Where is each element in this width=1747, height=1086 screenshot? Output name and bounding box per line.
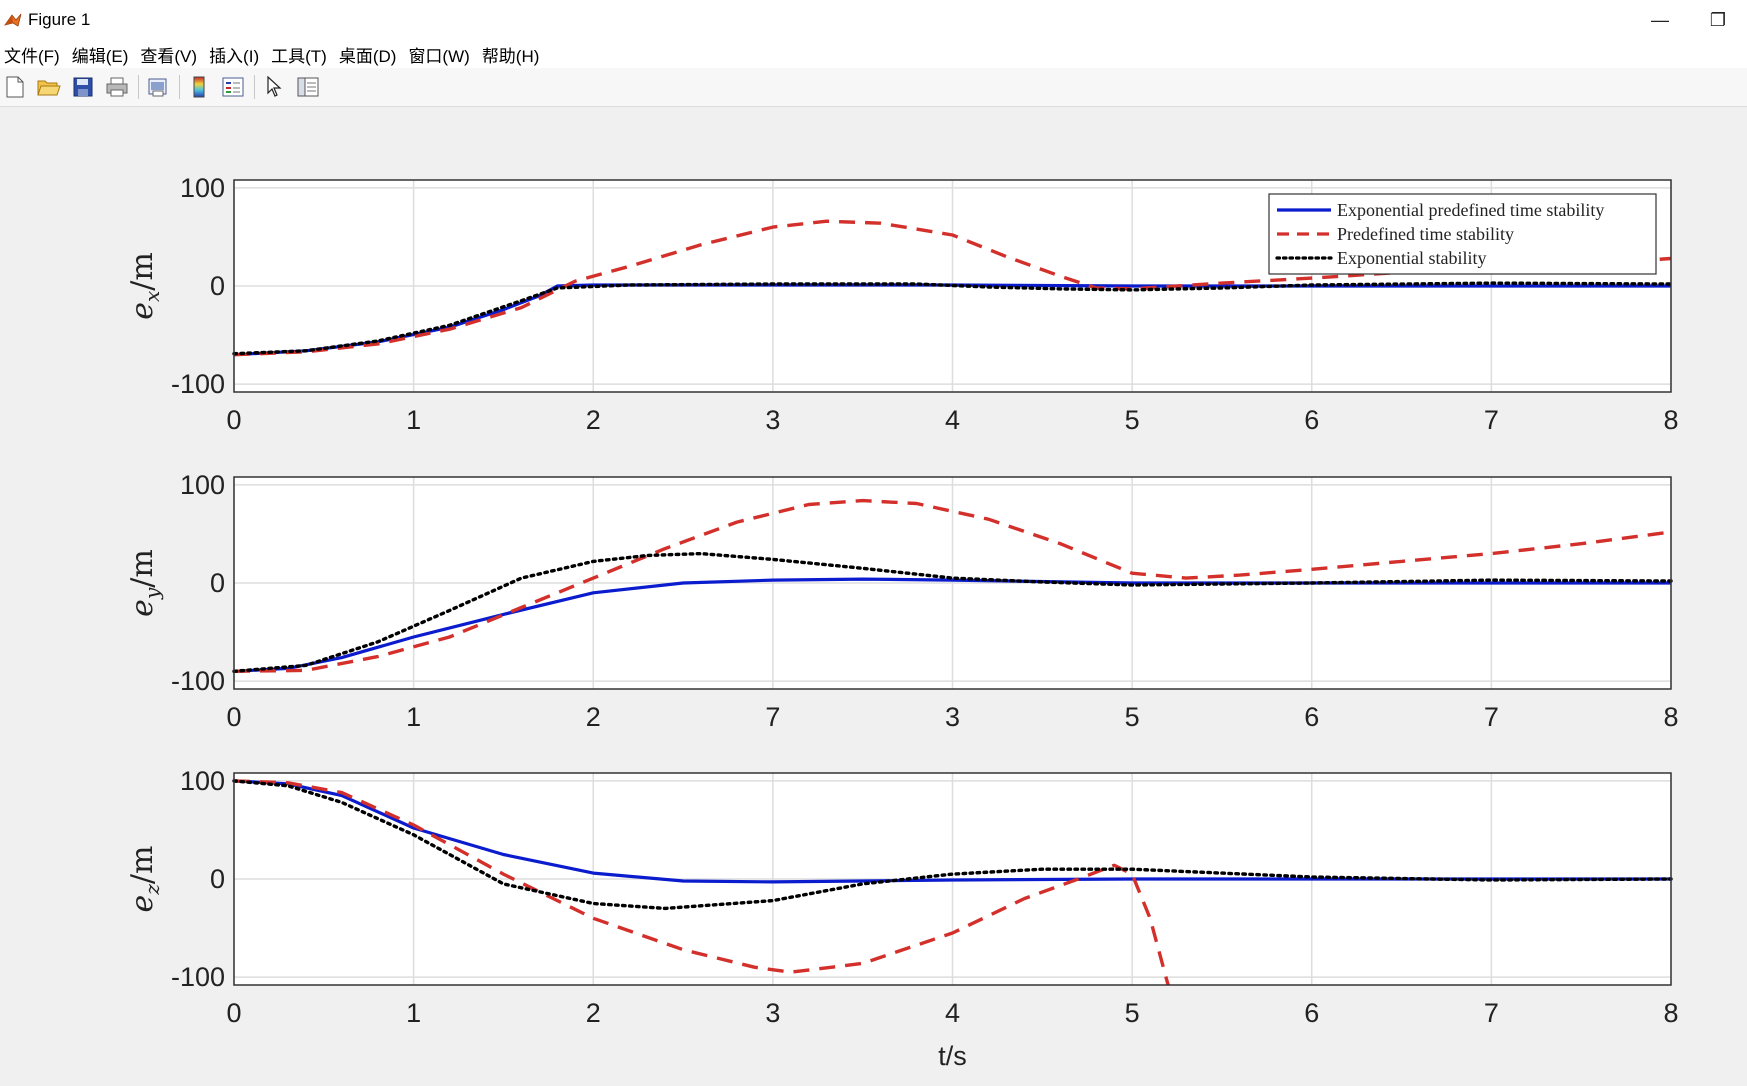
menu-bar: 文件(F) 编辑(E) 查看(V) 插入(I) 工具(T) 桌面(D) 窗口(W… (0, 40, 1747, 68)
x-tick-label: 4 (945, 998, 960, 1028)
print-preview-icon[interactable] (145, 74, 171, 100)
y-tick-label: 0 (210, 271, 225, 301)
x-tick-label: 7 (1484, 405, 1499, 435)
x-tick-label: 3 (765, 998, 780, 1028)
menu-edit[interactable]: 编辑(E) (71, 46, 129, 66)
x-tick-label: 6 (1304, 702, 1319, 732)
legend-label: Exponential stability (1337, 248, 1486, 268)
y-axis-label: ey/m (125, 549, 164, 617)
y-axis-label-sub: x (140, 291, 164, 302)
x-tick-label: 7 (1484, 998, 1499, 1028)
colorbar-icon[interactable] (186, 74, 212, 100)
x-tick-label: 6 (1304, 998, 1319, 1028)
minimize-button[interactable]: — (1651, 9, 1669, 30)
series-line-1 (233, 283, 1671, 357)
axes-frame (233, 476, 1672, 690)
x-tick-label: 5 (1125, 998, 1140, 1028)
legend-label: Predefined time stability (1337, 224, 1514, 244)
y-tick-label: -100 (171, 369, 225, 399)
y-tick-label: 100 (180, 173, 225, 203)
toolbar-separator (179, 75, 180, 99)
print-icon[interactable] (104, 74, 130, 100)
x-tick-label: 3 (945, 702, 960, 732)
menu-insert[interactable]: 插入(I) (209, 46, 260, 66)
x-tick-label: 2 (586, 998, 601, 1028)
window-title-bar: Figure 1 — ❐ (0, 0, 1747, 40)
x-tick-label: 2 (586, 405, 601, 435)
menu-tools[interactable]: 工具(T) (271, 46, 327, 66)
y-axis-label-unit: /m (125, 846, 160, 885)
y-axis-label-unit: /m (125, 252, 160, 291)
x-tick-label: 8 (1663, 998, 1678, 1028)
x-tick-label: 1 (406, 405, 421, 435)
x-tick-label: 5 (1125, 702, 1140, 732)
y-tick-label: -100 (171, 666, 225, 696)
series-line-3 (232, 281, 1673, 356)
toolbar-separator (254, 75, 255, 99)
series-line-1 (233, 779, 1671, 884)
series-line-1 (233, 577, 1671, 673)
y-tick-label: 0 (210, 568, 225, 598)
y-axis-label: ex/m (125, 252, 164, 320)
x-tick-label: 7 (765, 702, 780, 732)
toolbar (0, 68, 1747, 107)
select-arrow-icon[interactable] (261, 74, 287, 100)
axes-frame (233, 179, 1672, 393)
legend-label: Exponential predefined time stability (1337, 200, 1604, 220)
x-tick-label: 8 (1663, 702, 1678, 732)
y-axis-label: ez/m (125, 846, 164, 913)
x-tick-label: 8 (1663, 405, 1678, 435)
legend: Exponential predefined time stability Pre… (1268, 193, 1657, 275)
y-tick-label: 100 (180, 470, 225, 500)
y-axis-label-sub: z (140, 884, 164, 896)
x-tick-label: 7 (1484, 702, 1499, 732)
toolbar-separator (138, 75, 139, 99)
figure-canvas: 100 0 -100 0 1 2 3 4 5 6 7 8 ex/m Exponential predefi… (0, 107, 1747, 1086)
menu-desktop[interactable]: 桌面(D) (338, 46, 397, 66)
window-controls: — ❐ (1631, 0, 1747, 40)
y-tick-label: 0 (210, 864, 225, 894)
x-tick-label: 4 (945, 405, 960, 435)
x-tick-label: 0 (226, 998, 241, 1028)
menu-help[interactable]: 帮助(H) (481, 46, 540, 66)
x-axis-label: t/s (938, 1041, 967, 1071)
y-axis-label-sub: y (140, 587, 164, 600)
property-editor-icon[interactable] (295, 74, 321, 100)
x-tick-label: 0 (226, 405, 241, 435)
open-file-icon[interactable] (36, 74, 62, 100)
y-axis-label-var: e (125, 895, 160, 913)
axes-frame (233, 772, 1672, 986)
save-icon[interactable] (70, 74, 96, 100)
x-tick-label: 1 (406, 702, 421, 732)
x-tick-label: 6 (1304, 405, 1319, 435)
restore-button[interactable]: ❐ (1709, 9, 1727, 30)
series-line-3 (232, 779, 1673, 911)
legend-box (1268, 193, 1657, 275)
menu-file[interactable]: 文件(F) (4, 46, 60, 66)
x-tick-label: 5 (1125, 405, 1140, 435)
x-tick-label: 3 (765, 405, 780, 435)
legend-icon[interactable] (220, 74, 246, 100)
y-tick-label: -100 (171, 962, 225, 992)
y-tick-label: 100 (180, 766, 225, 796)
series-line-2 (233, 219, 1672, 357)
series-line-3 (232, 551, 1673, 673)
x-tick-label: 1 (406, 998, 421, 1028)
menu-view[interactable]: 查看(V) (140, 46, 198, 66)
new-figure-icon[interactable] (2, 74, 28, 100)
menu-window[interactable]: 窗口(W) (408, 46, 470, 66)
x-tick-label: 2 (586, 702, 601, 732)
y-axis-label-unit: /m (125, 549, 160, 588)
x-tick-label: 0 (226, 702, 241, 732)
series-line-2 (233, 498, 1672, 673)
y-axis-label-var: e (125, 599, 160, 617)
window-title: Figure 1 (28, 10, 91, 29)
y-axis-label-var: e (125, 302, 160, 320)
matlab-icon (4, 13, 22, 27)
